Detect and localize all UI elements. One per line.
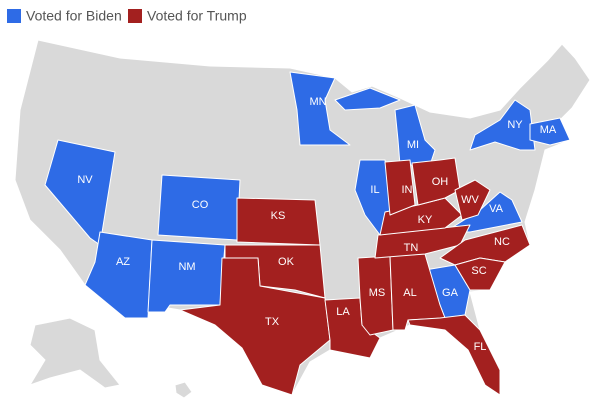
state-label: AZ bbox=[116, 256, 130, 268]
state-label: OK bbox=[278, 256, 295, 268]
state-label: CO bbox=[192, 199, 209, 211]
state-label: KY bbox=[418, 214, 433, 226]
state: FL bbox=[407, 314, 501, 396]
hawaii bbox=[174, 381, 193, 399]
state-label: TN bbox=[404, 242, 419, 254]
state: MA bbox=[529, 117, 571, 146]
state-shape bbox=[529, 117, 571, 146]
state-label: MI bbox=[407, 139, 419, 151]
state-shape bbox=[289, 71, 351, 146]
state: NV bbox=[44, 139, 116, 246]
state-label: MS bbox=[369, 287, 386, 299]
alaska bbox=[28, 317, 121, 389]
state-shape bbox=[44, 139, 116, 246]
state-label: AL bbox=[403, 287, 416, 299]
state-shape bbox=[384, 159, 416, 216]
state-label: MA bbox=[540, 124, 557, 136]
state-label: TX bbox=[265, 316, 280, 328]
state: WV bbox=[454, 179, 491, 221]
state-label: SC bbox=[471, 265, 486, 277]
state-label: VA bbox=[489, 203, 504, 215]
state: IN bbox=[384, 159, 416, 216]
state-label: GA bbox=[442, 287, 459, 299]
state-label: NC bbox=[494, 236, 510, 248]
state-label: FL bbox=[474, 341, 487, 353]
state: MS bbox=[357, 255, 394, 336]
state-shape bbox=[147, 239, 226, 313]
state: SC bbox=[454, 257, 506, 291]
state: OH bbox=[411, 157, 461, 206]
state-label: WV bbox=[461, 194, 479, 206]
state-label: NV bbox=[77, 174, 93, 186]
state: KS bbox=[236, 197, 321, 246]
state-label: KS bbox=[271, 210, 286, 222]
state-shape bbox=[394, 104, 436, 166]
state-label: OH bbox=[432, 176, 449, 188]
state-shape bbox=[179, 257, 331, 396]
legend-swatch bbox=[7, 9, 21, 23]
state: MI bbox=[334, 87, 436, 166]
state-shape bbox=[454, 179, 491, 221]
legend-swatch bbox=[128, 9, 142, 23]
state-label: NM bbox=[178, 261, 195, 273]
state-shape bbox=[407, 314, 501, 396]
state-label: IL bbox=[370, 184, 379, 196]
state: TX bbox=[179, 257, 331, 396]
state-shape bbox=[454, 257, 506, 291]
state: NM bbox=[147, 239, 226, 313]
state-label: IN bbox=[402, 184, 413, 196]
state: NY bbox=[469, 99, 536, 151]
state-label: MN bbox=[309, 96, 326, 108]
state-label: LA bbox=[336, 306, 350, 318]
state-shape bbox=[469, 99, 536, 151]
state: CO bbox=[157, 174, 241, 241]
legend-label: Voted for Biden bbox=[26, 8, 122, 24]
state-shape bbox=[334, 87, 401, 111]
state: VA bbox=[444, 191, 523, 233]
legend-label: Voted for Trump bbox=[147, 8, 247, 24]
state-label: NY bbox=[507, 119, 523, 131]
state: MN bbox=[289, 71, 351, 146]
